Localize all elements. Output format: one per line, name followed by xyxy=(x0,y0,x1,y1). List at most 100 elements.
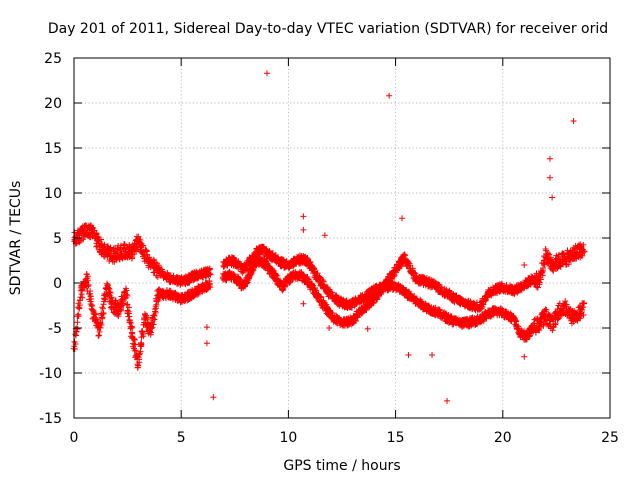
scatter-point-lower xyxy=(128,323,135,330)
scatter-point-lower xyxy=(84,277,91,284)
scatter-point-upper xyxy=(406,262,413,269)
scatter-point-lower xyxy=(96,328,103,335)
scatter-point-lower xyxy=(91,310,98,317)
scatter-point-lower xyxy=(100,309,107,316)
scatter-point-lower xyxy=(120,300,127,307)
y-tick-label: 25 xyxy=(44,51,62,67)
x-tick-label: 25 xyxy=(601,430,619,446)
scatter-point-lower xyxy=(74,319,81,326)
scatter-point-lower xyxy=(108,295,115,302)
scatter-point-lower xyxy=(95,332,102,339)
scatter-point-upper xyxy=(137,236,144,243)
scatter-point-upper xyxy=(544,250,551,257)
y-tick-label: -5 xyxy=(48,321,62,337)
scatter-point-lower xyxy=(138,341,145,348)
scatter-point-upper xyxy=(155,262,162,269)
outlier-point xyxy=(326,325,333,331)
scatter-point-upper xyxy=(311,269,318,276)
data-points xyxy=(70,70,588,404)
scatter-point-lower xyxy=(132,347,139,354)
scatter-point-upper xyxy=(117,246,124,253)
scatter-point-upper xyxy=(540,267,547,274)
scatter-point-upper xyxy=(143,248,150,255)
scatter-point-lower xyxy=(103,280,110,287)
outlier-point xyxy=(521,262,528,268)
scatter-point-lower xyxy=(99,304,106,311)
scatter-point-upper xyxy=(303,255,310,262)
scatter-point-lower xyxy=(85,281,92,288)
scatter-point-lower xyxy=(132,341,139,348)
chart-title: Day 201 of 2011, Sidereal Day-to-day VTE… xyxy=(48,21,608,37)
x-tick-label: 15 xyxy=(387,430,405,446)
scatter-point-lower xyxy=(139,329,146,336)
scatter-point-upper xyxy=(207,271,214,278)
outlier-point xyxy=(546,155,553,162)
y-tick-label: 20 xyxy=(44,96,62,112)
scatter-point-lower xyxy=(79,294,86,301)
scatter-point-lower xyxy=(148,325,155,332)
scatter-point-upper xyxy=(78,226,85,233)
scatter-point-lower xyxy=(131,335,138,342)
scatter-point-lower xyxy=(131,347,138,354)
scatter-point-lower xyxy=(136,351,143,358)
scatter-point-upper xyxy=(581,248,588,255)
x-tick-label: 10 xyxy=(279,430,297,446)
x-tick-label: 20 xyxy=(494,430,512,446)
scatter-point-upper xyxy=(122,245,129,252)
scatter-point-upper xyxy=(206,270,213,277)
outlier-point xyxy=(570,118,577,124)
scatter-point-upper xyxy=(140,242,147,249)
outlier-point xyxy=(386,92,393,99)
scatter-point-lower xyxy=(97,324,104,331)
outlier-point xyxy=(203,340,210,347)
outlier-point xyxy=(300,300,307,307)
scatter-point-lower xyxy=(107,289,114,296)
scatter-point-lower xyxy=(124,301,131,308)
scatter-point-lower xyxy=(100,301,107,308)
scatter-point-upper xyxy=(131,251,138,258)
scatter-point-lower xyxy=(99,314,106,321)
y-tick-label: -15 xyxy=(39,411,62,427)
outlier-point xyxy=(429,352,436,358)
y-tick-label: 10 xyxy=(44,186,62,202)
scatter-point-lower xyxy=(151,316,158,323)
scatter-point-upper xyxy=(537,276,544,283)
scatter-point-upper xyxy=(478,305,485,312)
outlier-point xyxy=(444,397,451,404)
scatter-point-lower xyxy=(98,321,105,328)
y-axis-label: SDTVAR / TECUs xyxy=(8,181,24,296)
scatter-point-upper xyxy=(121,242,128,249)
grid-lines xyxy=(74,58,610,418)
scatter-point-lower xyxy=(109,298,116,305)
outlier-point xyxy=(405,352,412,358)
scatter-point-lower xyxy=(137,348,144,355)
scatter-point-upper xyxy=(319,277,326,284)
outlier-point xyxy=(549,194,556,201)
outlier-point xyxy=(300,226,307,233)
scatter-point-lower xyxy=(95,332,102,339)
y-tick-label: 5 xyxy=(53,231,62,247)
scatter-point-lower xyxy=(105,285,112,292)
outlier-point xyxy=(364,325,371,332)
scatter-point-upper xyxy=(133,242,140,249)
outlier-point xyxy=(300,213,307,220)
scatter-point-upper xyxy=(311,268,318,275)
outlier-point xyxy=(321,232,328,239)
outlier-point xyxy=(263,70,270,77)
scatter-point-upper xyxy=(401,251,408,258)
scatter-point-upper xyxy=(146,254,153,261)
scatter-point-lower xyxy=(74,326,81,333)
scatter-point-lower xyxy=(147,331,154,338)
scatter-point-lower xyxy=(151,306,158,313)
scatter-point-upper xyxy=(89,224,96,231)
scatter-point-upper xyxy=(314,270,321,277)
scatter-point-upper xyxy=(411,269,418,276)
scatter-point-lower xyxy=(71,346,78,353)
x-tick-label: 5 xyxy=(177,430,186,446)
outlier-point xyxy=(399,215,406,222)
scatter-point-upper xyxy=(220,263,227,270)
scatter-point-lower xyxy=(87,288,94,295)
scatter-point-lower xyxy=(124,292,131,299)
scatter-point-lower xyxy=(150,321,157,328)
